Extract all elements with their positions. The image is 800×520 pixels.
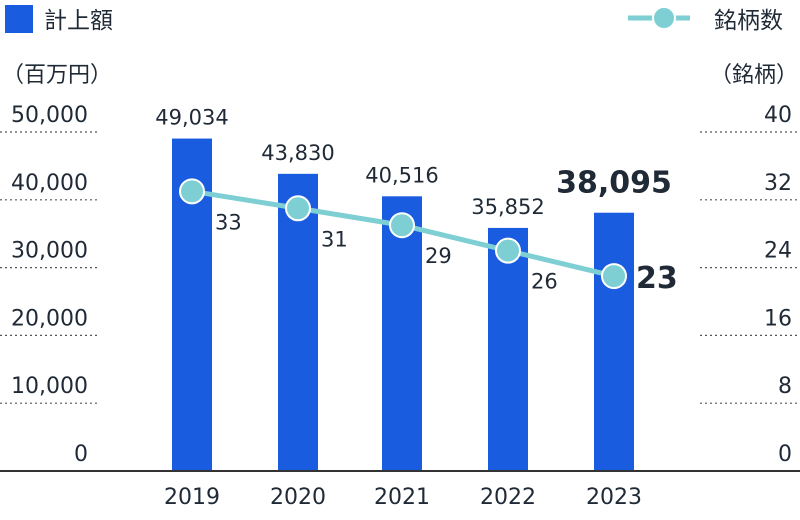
bar-value-label: 43,830 <box>261 141 334 165</box>
left-tick-label: 0 <box>74 442 88 467</box>
right-tick-label: 24 <box>764 239 792 264</box>
line-value-label: 23 <box>636 261 678 296</box>
legend-bar-label: 計上額 <box>44 8 113 34</box>
bar-2021 <box>382 196 422 471</box>
legend-bar-swatch <box>5 5 33 33</box>
right-tick-label: 8 <box>778 374 792 399</box>
bar-value-label: 38,095 <box>556 166 672 201</box>
x-tick-label: 2020 <box>270 485 326 510</box>
x-tick-label: 2019 <box>164 485 220 510</box>
axis-ticks: 50,000 40 40,000 32 30,000 24 20,000 16 10,000 8 0… <box>11 103 792 467</box>
right-tick-label: 40 <box>764 103 792 128</box>
x-axis-labels: 2019 2020 2021 2022 2023 <box>164 485 642 510</box>
right-tick-label: 32 <box>764 171 792 196</box>
bar-value-label: 40,516 <box>365 163 438 187</box>
line-value-label: 33 <box>215 210 242 234</box>
bar-value-label: 35,852 <box>471 195 544 219</box>
line-point-2023 <box>601 263 627 290</box>
left-tick-label: 50,000 <box>11 103 88 128</box>
right-axis-unit: （銘柄） <box>710 63 798 88</box>
line-value-label: 29 <box>425 244 452 268</box>
bar-2023 <box>594 212 634 472</box>
left-tick-label: 10,000 <box>11 374 88 399</box>
line-value-label: 31 <box>321 227 348 251</box>
x-tick-label: 2021 <box>374 485 430 510</box>
line-point-2022 <box>495 237 521 264</box>
left-tick-label: 20,000 <box>11 306 88 331</box>
right-tick-label: 16 <box>764 306 792 331</box>
right-tick-label: 0 <box>778 442 792 467</box>
bar-2022 <box>488 227 528 471</box>
x-tick-label: 2023 <box>586 485 642 510</box>
line-value-label: 26 <box>531 270 558 294</box>
line-series: 33 31 29 26 23 <box>179 178 678 296</box>
line-point-2019 <box>179 178 205 205</box>
legend-line-marker <box>652 6 676 30</box>
bar-series: 49,034 43,830 40,516 35,852 38,095 <box>155 106 672 472</box>
line-point-2020 <box>285 195 311 222</box>
gridlines <box>0 131 800 404</box>
left-tick-label: 30,000 <box>11 239 88 264</box>
legend-line-label: 銘柄数 <box>714 8 783 34</box>
x-tick-label: 2022 <box>480 485 536 510</box>
left-axis-unit: （百万円） <box>2 63 112 88</box>
left-tick-label: 40,000 <box>11 171 88 196</box>
bar-2020 <box>278 173 318 472</box>
line-point-2021 <box>389 212 415 239</box>
bar-value-label: 49,034 <box>155 106 228 130</box>
